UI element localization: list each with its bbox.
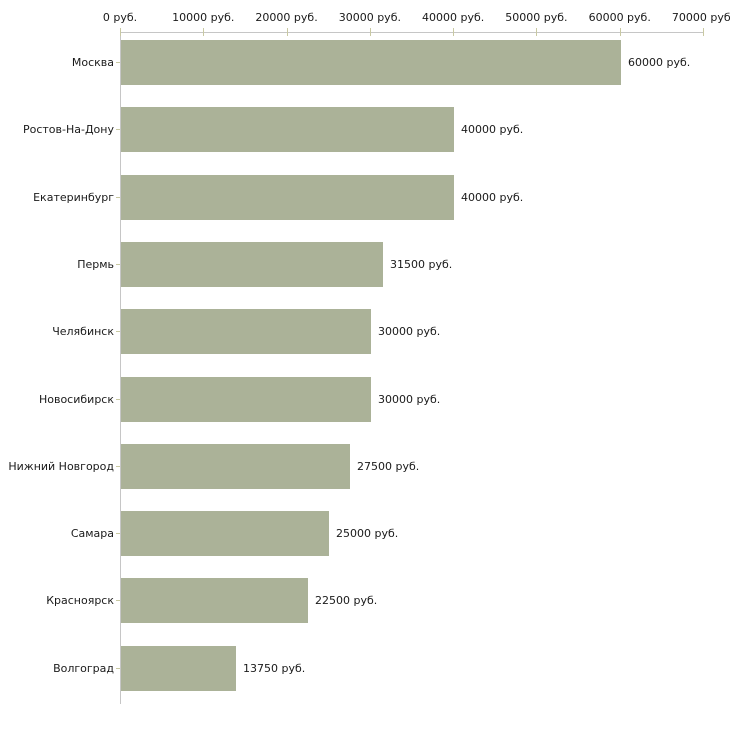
- x-axis-tick-mark: [536, 28, 538, 36]
- category-label: Москва: [71, 56, 114, 69]
- x-axis-tick-mark: [619, 28, 621, 36]
- bar-row: Ростов-На-Дону 40000 руб.: [0, 107, 730, 153]
- value-label: 30000 руб.: [378, 325, 441, 339]
- bar-row: Нижний Новгород 27500 руб.: [0, 443, 730, 489]
- x-axis-tick-label: 10000 руб.: [172, 11, 235, 24]
- y-axis-tick-mark: [116, 600, 120, 602]
- bar-row: Красноярск 22500 руб.: [0, 578, 730, 624]
- category-label: Волгоград: [53, 661, 114, 675]
- category-label: Ростов-На-Дону: [22, 123, 114, 137]
- x-axis-tick-mark: [703, 28, 704, 36]
- y-axis-tick-mark: [116, 465, 120, 467]
- y-axis-line: [120, 32, 121, 704]
- y-axis-tick-mark: [116, 533, 120, 535]
- y-axis-tick-mark: [116, 263, 120, 265]
- value-label: 13750 руб.: [243, 661, 306, 675]
- bar-row: Екатеринбург 40000 руб.: [0, 174, 730, 220]
- x-axis-tick-label: 70000 руб.: [671, 11, 730, 24]
- value-label: 40000 руб.: [461, 123, 524, 137]
- category-label: Пермь: [77, 257, 114, 271]
- x-axis-tick-label: 40000 руб.: [422, 11, 485, 24]
- value-label: 60000 руб.: [628, 56, 691, 69]
- bar[interactable]: [121, 443, 350, 489]
- x-axis-tick-mark: [203, 28, 205, 36]
- bar[interactable]: [121, 511, 329, 557]
- x-axis-tick-mark: [286, 28, 288, 36]
- y-axis-tick-mark: [116, 196, 120, 198]
- bar[interactable]: [121, 376, 371, 422]
- bar[interactable]: [121, 40, 621, 85]
- bar[interactable]: [121, 578, 308, 624]
- bar[interactable]: [121, 241, 383, 287]
- x-axis-tick-mark: [453, 28, 455, 36]
- bar[interactable]: [121, 174, 454, 220]
- y-axis-tick-mark: [116, 331, 120, 333]
- category-label: Екатеринбург: [33, 190, 114, 204]
- value-label: 27500 руб.: [357, 459, 420, 473]
- x-axis-tick-label: 0 руб.: [102, 11, 138, 24]
- x-axis-tick-mark: [120, 28, 121, 36]
- category-label: Самара: [70, 527, 114, 541]
- bar-row: Челябинск 30000 руб.: [0, 309, 730, 355]
- category-label: Красноярск: [46, 594, 114, 608]
- bar-row: Новосибирск 30000 руб.: [0, 376, 730, 422]
- bar-row: Пермь 31500 руб.: [0, 241, 730, 287]
- value-label: 22500 руб.: [315, 594, 378, 608]
- y-axis-tick-mark: [116, 398, 120, 400]
- x-axis-tick-label: 30000 руб.: [338, 11, 401, 24]
- value-label: 30000 руб.: [378, 392, 441, 406]
- category-label: Челябинск: [52, 325, 114, 339]
- x-axis-line: [120, 32, 703, 33]
- x-axis-tick-label: 20000 руб.: [255, 11, 318, 24]
- y-axis-tick-mark: [116, 129, 120, 131]
- y-axis-tick-mark: [116, 667, 120, 669]
- x-axis-tick-label: 60000 руб.: [588, 11, 651, 24]
- bar[interactable]: [121, 309, 371, 355]
- x-axis-tick-mark: [369, 28, 371, 36]
- bar[interactable]: [121, 645, 236, 691]
- x-axis-tick-label: 50000 руб.: [505, 11, 568, 24]
- bar-row: Москва 60000 руб.: [0, 40, 730, 85]
- bar-row: Самара 25000 руб.: [0, 511, 730, 557]
- category-label: Новосибирск: [38, 392, 114, 406]
- bar-row: Волгоград 13750 руб.: [0, 645, 730, 691]
- value-label: 25000 руб.: [336, 527, 399, 541]
- value-label: 40000 руб.: [461, 190, 524, 204]
- y-axis-tick-mark: [116, 62, 120, 63]
- category-label: Нижний Новгород: [8, 459, 114, 473]
- bar[interactable]: [121, 107, 454, 153]
- value-label: 31500 руб.: [390, 257, 453, 271]
